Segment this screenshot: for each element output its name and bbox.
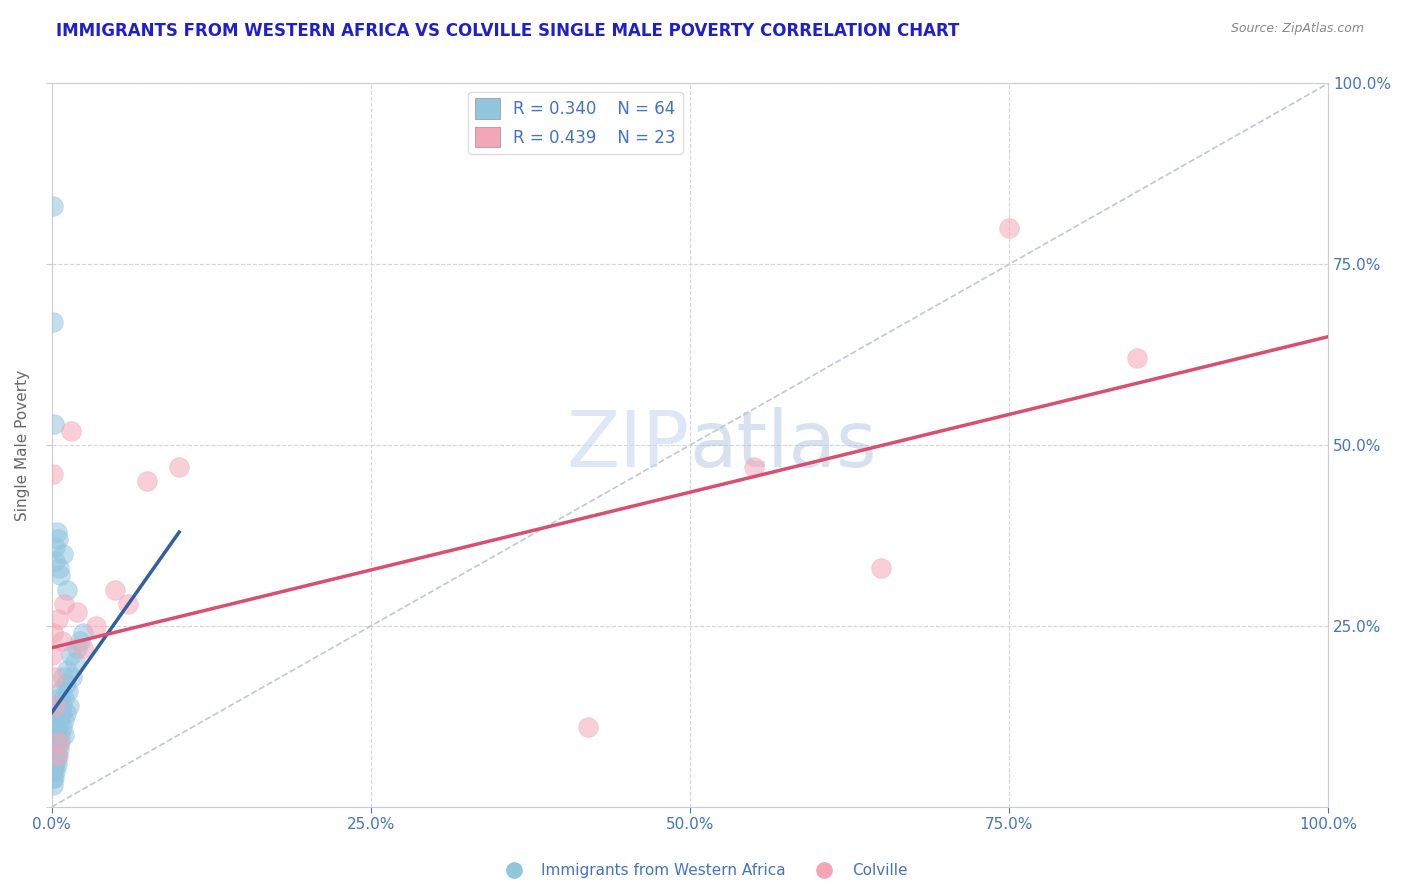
- Point: [51, 633, 73, 648]
- Point: [44, 540, 66, 554]
- Point: [66, 640, 89, 655]
- Point: [49, 713, 72, 727]
- Point: [41, 771, 63, 785]
- Point: [44, 735, 66, 749]
- Point: [59, 424, 82, 438]
- Point: [52, 547, 75, 561]
- Point: [66, 605, 89, 619]
- Point: [53, 598, 76, 612]
- Point: [42, 713, 65, 727]
- Point: [56, 684, 79, 698]
- Point: [44, 756, 66, 771]
- Point: [45, 749, 67, 764]
- Point: [45, 728, 67, 742]
- Legend: Immigrants from Western Africa, Colville: Immigrants from Western Africa, Colville: [492, 857, 914, 884]
- Point: [117, 598, 139, 612]
- Point: [104, 582, 127, 597]
- Text: ZIP: ZIP: [567, 408, 690, 483]
- Point: [46, 728, 69, 742]
- Point: [46, 533, 69, 547]
- Point: [44, 698, 66, 713]
- Point: [46, 749, 69, 764]
- Point: [49, 728, 72, 742]
- Point: [42, 735, 65, 749]
- Point: [48, 735, 70, 749]
- Point: [84, 619, 107, 633]
- Point: [52, 713, 75, 727]
- Point: [42, 749, 65, 764]
- Point: [72, 626, 94, 640]
- Point: [60, 670, 83, 684]
- Point: [41, 648, 63, 662]
- Point: [42, 778, 65, 792]
- Point: [42, 467, 65, 482]
- Point: [44, 554, 66, 568]
- Point: [55, 677, 77, 691]
- Point: [56, 663, 79, 677]
- Point: [136, 475, 159, 489]
- Point: [42, 199, 65, 213]
- Point: [48, 691, 70, 706]
- Point: [742, 459, 765, 474]
- Point: [42, 756, 65, 771]
- Y-axis label: Single Male Poverty: Single Male Poverty: [15, 369, 30, 521]
- Point: [42, 771, 65, 785]
- Point: [167, 459, 190, 474]
- Point: [55, 706, 77, 720]
- Point: [51, 706, 73, 720]
- Point: [41, 764, 63, 778]
- Point: [45, 524, 67, 539]
- Point: [56, 582, 79, 597]
- Point: [49, 568, 72, 582]
- Point: [49, 735, 72, 749]
- Point: [41, 626, 63, 640]
- Point: [45, 698, 67, 713]
- Point: [44, 764, 66, 778]
- Point: [52, 670, 75, 684]
- Point: [44, 720, 66, 734]
- Point: [63, 655, 86, 669]
- Point: [44, 742, 66, 756]
- Point: [1125, 351, 1147, 366]
- Text: atlas: atlas: [690, 408, 877, 483]
- Point: [44, 749, 66, 764]
- Point: [42, 417, 65, 431]
- Text: Source: ZipAtlas.com: Source: ZipAtlas.com: [1230, 22, 1364, 36]
- Point: [42, 728, 65, 742]
- Text: IMMIGRANTS FROM WESTERN AFRICA VS COLVILLE SINGLE MALE POVERTY CORRELATION CHART: IMMIGRANTS FROM WESTERN AFRICA VS COLVIL…: [56, 22, 960, 40]
- Point: [46, 612, 69, 626]
- Point: [53, 691, 76, 706]
- Point: [51, 720, 73, 734]
- Point: [42, 764, 65, 778]
- Point: [42, 670, 65, 684]
- Point: [42, 749, 65, 764]
- Point: [48, 706, 70, 720]
- Point: [44, 706, 66, 720]
- Point: [576, 720, 599, 734]
- Point: [45, 756, 67, 771]
- Point: [45, 735, 67, 749]
- Legend: R = 0.340    N = 64, R = 0.439    N = 23: R = 0.340 N = 64, R = 0.439 N = 23: [468, 92, 682, 154]
- Point: [51, 698, 73, 713]
- Point: [42, 315, 65, 329]
- Point: [69, 633, 91, 648]
- Point: [58, 698, 80, 713]
- Point: [53, 728, 76, 742]
- Point: [46, 720, 69, 734]
- Point: [45, 742, 67, 756]
- Point: [998, 221, 1021, 235]
- Point: [72, 640, 94, 655]
- Point: [870, 561, 893, 575]
- Point: [48, 742, 70, 756]
- Point: [59, 648, 82, 662]
- Point: [42, 756, 65, 771]
- Point: [42, 742, 65, 756]
- Point: [48, 561, 70, 575]
- Point: [49, 684, 72, 698]
